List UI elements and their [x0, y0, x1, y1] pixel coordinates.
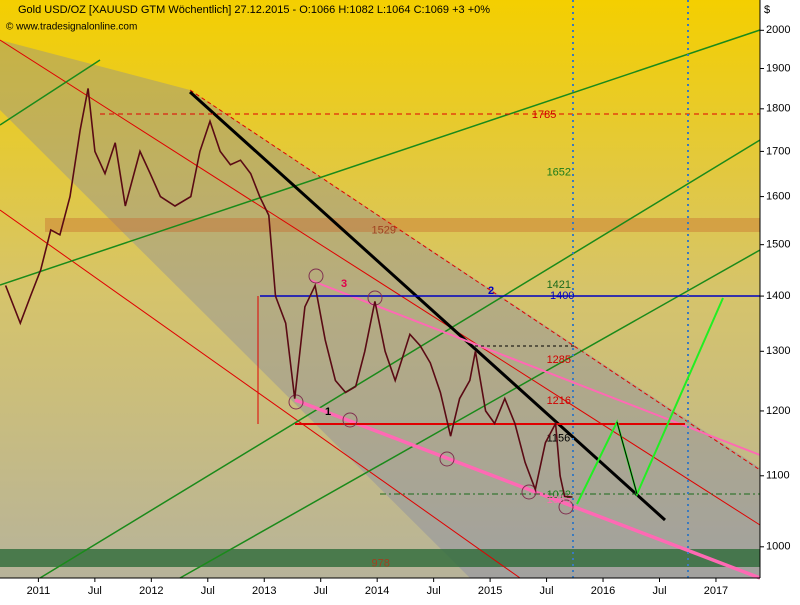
- y-tick-label: 1500: [766, 239, 790, 251]
- green-line: [0, 59, 101, 126]
- projection: [616, 421, 638, 495]
- y-tick-label: 1800: [766, 103, 790, 115]
- green-line: [179, 249, 761, 579]
- x-tick-label: 2015: [478, 585, 502, 597]
- resistance-band: [45, 218, 760, 232]
- y-tick-label: 1000: [766, 541, 790, 553]
- green-line: [0, 29, 761, 286]
- red-channel-line: [189, 89, 761, 471]
- pivot-circle: [558, 499, 574, 515]
- x-tick-label: 2011: [27, 585, 51, 597]
- level-label: 1156: [547, 433, 571, 445]
- level-label: 1529: [372, 224, 396, 236]
- y-axis-label: $: [764, 4, 770, 16]
- trend-lines: [0, 0, 761, 580]
- chart-title: Gold USD/OZ [XAUUSD GTM Wöchentlich] 27.…: [18, 4, 490, 16]
- black-trend-line: [188, 90, 667, 522]
- y-tick-label: 1100: [766, 470, 790, 482]
- red-channel-line: [0, 39, 761, 526]
- x-tick-label: Jul: [88, 585, 102, 597]
- x-tick-label: 2012: [139, 585, 163, 597]
- wave-label: 1: [325, 406, 331, 418]
- x-tick-label: 2013: [252, 585, 276, 597]
- level-label: 1065: [547, 494, 571, 506]
- level-label: 1285: [547, 354, 571, 366]
- pivot-circle: [308, 268, 324, 284]
- wave-label: 2: [488, 285, 494, 297]
- level-label: 1072: [547, 489, 571, 501]
- y-tick-label: 2000: [766, 24, 790, 36]
- x-tick-label: 2016: [591, 585, 615, 597]
- level-label: 1400: [550, 290, 574, 302]
- x-tick-label: 2014: [365, 585, 389, 597]
- pivot-circle: [288, 394, 304, 410]
- level-label: 1216: [547, 395, 571, 407]
- x-tick-label: Jul: [540, 585, 554, 597]
- y-tick-label: 1600: [766, 190, 790, 202]
- y-tick-label: 1200: [766, 405, 790, 417]
- pivot-circle: [521, 484, 537, 500]
- pivot-circle: [439, 451, 455, 467]
- green-line: [39, 139, 761, 579]
- red-channel-line: [0, 209, 521, 579]
- x-tick-label: Jul: [652, 585, 666, 597]
- pink-line: [309, 279, 761, 456]
- x-tick-label: 2017: [704, 585, 728, 597]
- x-tick-label: Jul: [201, 585, 215, 597]
- x-tick-label: Jul: [314, 585, 328, 597]
- subtitle: © www.tradesignalonline.com: [6, 22, 137, 33]
- x-tick-label: Jul: [427, 585, 441, 597]
- level-label: 1421: [547, 279, 571, 291]
- pink-line: [294, 398, 761, 580]
- channel: [0, 40, 760, 578]
- y-tick-label: 1400: [766, 290, 790, 302]
- level-label: 978: [372, 557, 390, 569]
- y-tick-label: 1700: [766, 145, 790, 157]
- y-tick-label: 1900: [766, 62, 790, 74]
- support-band: [0, 549, 760, 567]
- wave-label: 3: [341, 278, 347, 290]
- level-label: 1785: [532, 109, 556, 121]
- y-tick-label: 1300: [766, 345, 790, 357]
- price-line: [4, 88, 573, 498]
- level-label: 1652: [547, 167, 571, 179]
- pivot-circle: [342, 412, 358, 428]
